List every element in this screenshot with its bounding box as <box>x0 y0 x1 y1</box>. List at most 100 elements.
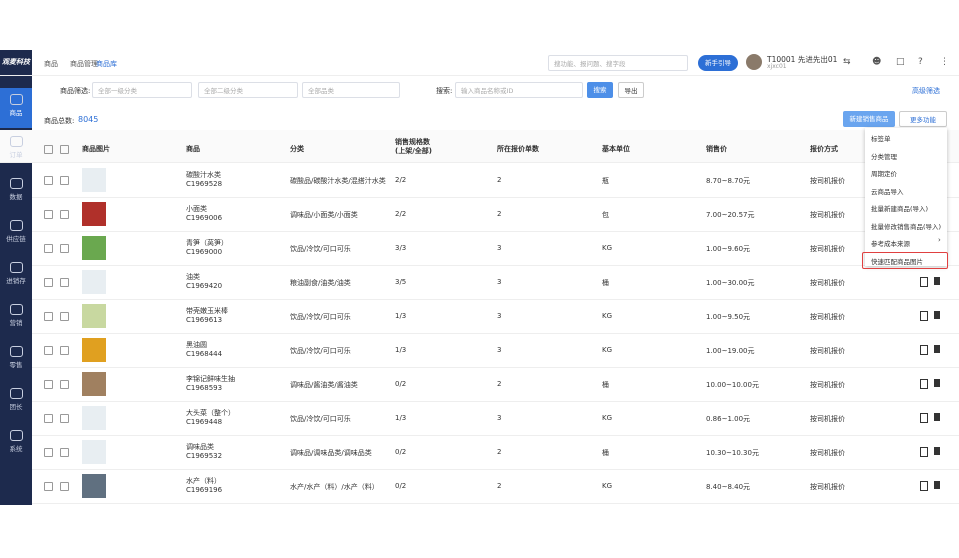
header-icon[interactable]: ⋮ <box>940 57 949 67</box>
edit-icon[interactable] <box>920 447 928 457</box>
delete-icon[interactable] <box>934 447 940 455</box>
delete-icon[interactable] <box>934 413 940 421</box>
column-header: 分类 <box>290 145 304 153</box>
checkbox[interactable] <box>60 448 69 457</box>
cell: 粮油副食/油类/油类 <box>290 279 351 287</box>
select[interactable]: 全部品类 <box>302 82 400 98</box>
cell: 桶 <box>602 381 609 389</box>
checkbox[interactable] <box>60 210 69 219</box>
expand-box[interactable] <box>44 414 53 423</box>
product-image <box>82 270 106 294</box>
product-name: 水产（料） <box>186 477 221 485</box>
product-name: 带壳嫩玉米棒 <box>186 307 228 315</box>
delete-icon[interactable] <box>934 345 940 353</box>
expand-box[interactable] <box>44 448 53 457</box>
more-button[interactable]: 更多功能 <box>899 111 947 127</box>
table-row <box>32 197 959 232</box>
breadcrumb[interactable]: 商品 <box>44 60 58 68</box>
cell: 1/3 <box>395 346 407 354</box>
export-button[interactable]: 导出 <box>618 82 644 98</box>
cell: 饮品/冷饮/可口可乐 <box>290 415 351 423</box>
checkbox[interactable] <box>60 380 69 389</box>
expand-box[interactable] <box>44 210 53 219</box>
sidebar-label: 团长 <box>9 403 23 411</box>
checkbox[interactable] <box>60 482 69 491</box>
checkbox[interactable] <box>60 312 69 321</box>
expand-box[interactable] <box>44 278 53 287</box>
sidebar-item[interactable]: 零售 <box>0 340 32 380</box>
checkbox[interactable] <box>60 278 69 287</box>
delete-icon[interactable] <box>934 277 940 285</box>
sidebar-item[interactable]: 商品 <box>0 88 32 128</box>
cell: 0.86~1.00元 <box>706 415 751 423</box>
sidebar-item[interactable]: 团长 <box>0 382 32 422</box>
checkbox[interactable] <box>60 244 69 253</box>
total-count: 8045 <box>78 115 99 124</box>
sidebar-item[interactable]: 订单 <box>0 130 32 170</box>
edit-icon[interactable] <box>920 277 928 287</box>
search-box[interactable]: 输入商品名称或ID <box>455 82 583 98</box>
menu-item[interactable]: 参考成本来源 <box>871 240 910 248</box>
search-input[interactable]: 搜功能、报问题、搜字段 <box>548 55 688 71</box>
sidebar-item[interactable]: 进销存 <box>0 256 32 296</box>
expand-box[interactable] <box>44 145 53 154</box>
sidebar-item[interactable]: 营销 <box>0 298 32 338</box>
breadcrumb[interactable]: 商品管理 <box>70 60 98 68</box>
column-header: 销售价 <box>706 145 727 153</box>
cell: 碳酸品/碳酸汁水类/混搭汁水类 <box>290 177 386 185</box>
cell: 按司机报价 <box>810 211 845 219</box>
expand-box[interactable] <box>44 346 53 355</box>
edit-icon[interactable] <box>920 345 928 355</box>
cell: 瓶 <box>602 177 609 185</box>
header-icon[interactable]: ? <box>918 57 923 67</box>
expand-box[interactable] <box>44 244 53 253</box>
select[interactable]: 全部一级分类 <box>92 82 192 98</box>
sidebar-item[interactable]: 供应链 <box>0 214 32 254</box>
cell: 1.00~19.00元 <box>706 347 755 355</box>
sidebar-label: 商品 <box>9 109 23 117</box>
checkbox[interactable] <box>60 145 69 154</box>
product-id: C1969006 <box>186 214 223 222</box>
delete-icon[interactable] <box>934 311 940 319</box>
menu-item[interactable]: 快速匹配商品图片 <box>871 257 923 266</box>
edit-icon[interactable] <box>920 311 928 321</box>
menu-item[interactable]: 标签单 <box>871 135 891 143</box>
column-header: 基本单位 <box>602 145 630 153</box>
sidebar-label: 系统 <box>9 445 23 453</box>
checkbox[interactable] <box>60 414 69 423</box>
advanced-filter[interactable]: 高级筛选 <box>912 87 940 95</box>
checkbox[interactable] <box>60 176 69 185</box>
menu-item[interactable]: 分类管理 <box>871 152 897 161</box>
delete-icon[interactable] <box>934 481 940 489</box>
sidebar-item[interactable]: 数据 <box>0 172 32 212</box>
header-icon[interactable]: ⇆ <box>843 57 851 67</box>
delete-icon[interactable] <box>934 379 940 387</box>
select[interactable]: 全部二级分类 <box>198 82 298 98</box>
cell: 2/2 <box>395 210 407 218</box>
edit-icon[interactable] <box>920 413 928 423</box>
new-button[interactable]: 新建销售商品 <box>843 111 895 127</box>
expand-box[interactable] <box>44 482 53 491</box>
header-icon[interactable]: ☻ <box>872 57 882 67</box>
breadcrumb[interactable]: 商品库 <box>96 60 117 68</box>
sidebar-item[interactable]: 系统 <box>0 424 32 464</box>
header-icon[interactable]: □ <box>896 57 905 67</box>
expand-box[interactable] <box>44 176 53 185</box>
expand-box[interactable] <box>44 312 53 321</box>
expand-box[interactable] <box>44 380 53 389</box>
cell: 按司机报价 <box>810 415 845 423</box>
cell: 调味品/小面类/小面类 <box>290 211 358 219</box>
menu-item[interactable]: 云商品导入 <box>871 187 904 196</box>
edit-icon[interactable] <box>920 379 928 389</box>
cell: 2 <box>497 482 502 490</box>
menu-item[interactable]: 周期定价 <box>871 170 897 178</box>
guide-button[interactable]: 新手引导 <box>698 55 738 71</box>
cell: 3 <box>497 312 502 320</box>
top-bar <box>0 50 959 76</box>
menu-item[interactable]: 批量新建商品(导入) <box>871 205 929 213</box>
search-button[interactable]: 搜索 <box>587 82 613 98</box>
menu-item[interactable]: 批量修改销售商品(导入) <box>871 222 942 231</box>
product-id: C1969000 <box>186 248 223 256</box>
checkbox[interactable] <box>60 346 69 355</box>
edit-icon[interactable] <box>920 481 928 491</box>
